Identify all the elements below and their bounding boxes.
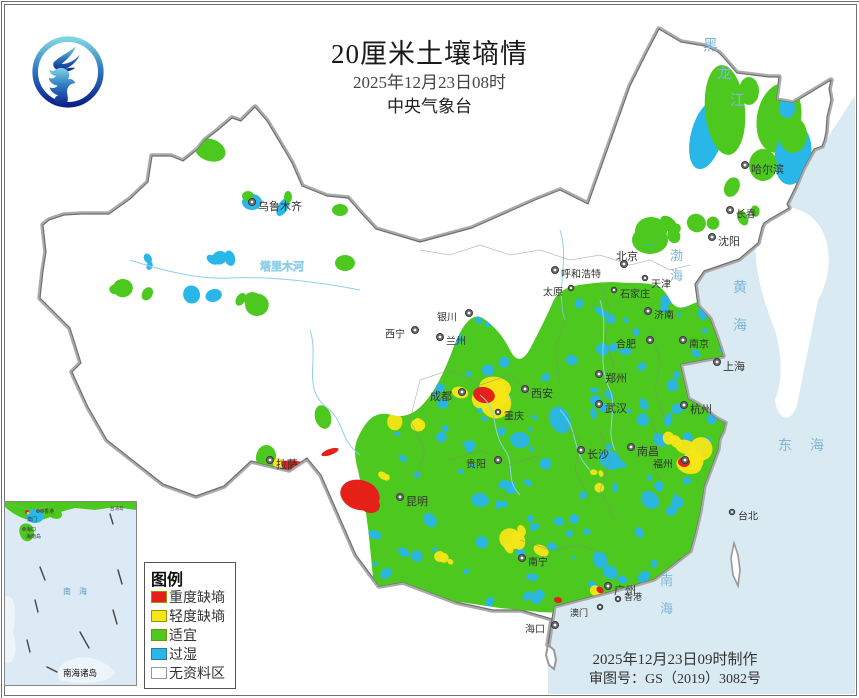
svg-text:长春: 长春 [736, 209, 756, 221]
svg-text:香港: 香港 [44, 508, 54, 515]
svg-text:济南: 济南 [654, 309, 674, 322]
svg-text:香港: 香港 [624, 591, 642, 602]
svg-text:乌鲁木齐: 乌鲁木齐 [258, 199, 302, 213]
svg-text:成都: 成都 [430, 390, 452, 403]
svg-text:兰州: 兰州 [446, 335, 466, 348]
svg-text:南京: 南京 [689, 338, 709, 351]
svg-text:天津: 天津 [651, 279, 671, 291]
svg-text:西宁: 西宁 [385, 328, 405, 341]
svg-text:海南岛: 海南岛 [26, 533, 41, 540]
svg-text:海: 海 [660, 601, 673, 616]
svg-text:渤: 渤 [670, 248, 683, 263]
svg-text:北京: 北京 [616, 249, 638, 263]
svg-text:太原: 太原 [543, 286, 563, 299]
svg-text:南: 南 [660, 573, 673, 588]
svg-text:台湾岛: 台湾岛 [110, 505, 124, 512]
svg-text:海口: 海口 [525, 623, 545, 636]
svg-text:澳门: 澳门 [570, 607, 588, 618]
svg-text:黄: 黄 [733, 279, 747, 296]
svg-text:昆明: 昆明 [406, 495, 428, 508]
svg-text:拉萨: 拉萨 [276, 457, 298, 471]
svg-text:南宁: 南宁 [528, 556, 548, 569]
svg-text:重庆: 重庆 [504, 410, 524, 423]
svg-text:东: 东 [778, 438, 792, 454]
svg-text:杭州: 杭州 [690, 402, 712, 416]
svg-text:南昌: 南昌 [637, 445, 659, 458]
svg-text:郑州: 郑州 [605, 371, 627, 385]
svg-text:石家庄: 石家庄 [620, 288, 650, 301]
svg-text:南 海: 南 海 [63, 586, 87, 596]
svg-text:南海诸岛: 南海诸岛 [63, 668, 97, 678]
svg-text:哈尔滨: 哈尔滨 [751, 162, 784, 176]
svg-text:贵阳: 贵阳 [466, 458, 486, 471]
svg-text:沈阳: 沈阳 [718, 234, 740, 248]
svg-text:澳门: 澳门 [27, 516, 37, 523]
svg-text:武汉: 武汉 [605, 402, 627, 415]
svg-text:台北: 台北 [738, 510, 758, 523]
svg-text:银川: 银川 [437, 311, 457, 324]
svg-text:合肥: 合肥 [616, 338, 636, 351]
svg-text:长沙: 长沙 [587, 448, 609, 461]
svg-text:福州: 福州 [653, 458, 673, 471]
svg-text:海: 海 [810, 438, 824, 454]
svg-text:海: 海 [670, 268, 683, 283]
svg-text:塔里木河: 塔里木河 [260, 260, 304, 273]
svg-text:西安: 西安 [531, 386, 553, 400]
svg-text:上海: 上海 [723, 359, 745, 373]
svg-text:海: 海 [733, 318, 747, 334]
svg-text:海口: 海口 [26, 526, 36, 533]
svg-text:呼和浩特: 呼和浩特 [561, 269, 601, 281]
